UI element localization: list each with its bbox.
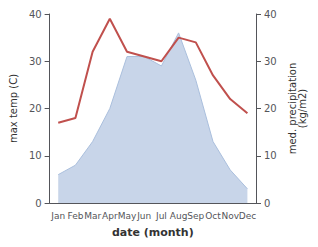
svg-text:40: 40: [264, 9, 277, 20]
svg-text:May: May: [118, 211, 137, 221]
svg-text:Sep: Sep: [187, 211, 204, 221]
svg-text:Jul: Jul: [155, 211, 167, 221]
svg-text:30: 30: [264, 56, 277, 67]
svg-text:0: 0: [35, 198, 41, 209]
svg-text:30: 30: [29, 56, 42, 67]
svg-text:20: 20: [264, 103, 277, 114]
svg-text:Dec: Dec: [239, 211, 256, 221]
svg-text:Apr: Apr: [102, 211, 118, 221]
svg-text:Feb: Feb: [67, 211, 83, 221]
svg-text:10: 10: [264, 150, 277, 161]
svg-text:Aug: Aug: [170, 211, 188, 221]
svg-text:20: 20: [29, 103, 42, 114]
svg-text:Jun: Jun: [136, 211, 151, 221]
svg-text:40: 40: [29, 9, 42, 20]
svg-text:10: 10: [29, 150, 42, 161]
svg-text:Oct: Oct: [205, 211, 221, 221]
svg-text:med. precipitation: med. precipitation: [287, 62, 299, 155]
svg-text:Jan: Jan: [50, 211, 65, 221]
svg-text:date (month): date (month): [112, 226, 194, 239]
svg-text:Nov: Nov: [221, 211, 239, 221]
svg-text:0: 0: [264, 198, 270, 209]
svg-text:Mar: Mar: [84, 211, 101, 221]
svg-text:(kg/m2): (kg/m2): [297, 89, 308, 129]
svg-text:max temp (C): max temp (C): [8, 74, 19, 143]
